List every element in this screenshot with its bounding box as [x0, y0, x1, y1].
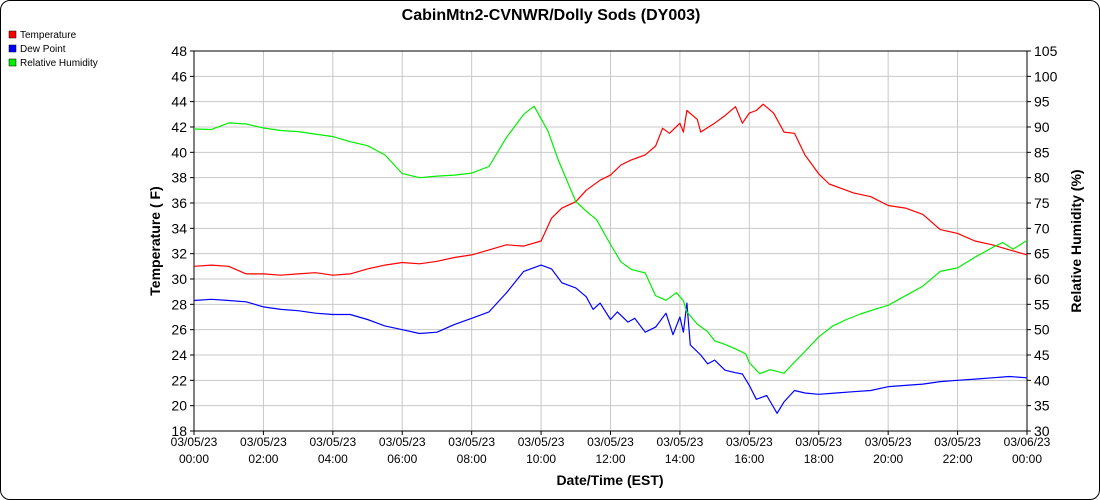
x-tick-time-label: 10:00: [526, 452, 556, 466]
x-tick-date-label: 03/05/23: [587, 435, 634, 449]
y2-tick-label: 65: [1034, 246, 1050, 262]
chart-title: CabinMtn2-CVNWR/Dolly Sods (DY003): [402, 7, 701, 24]
y-tick-label: 30: [171, 271, 187, 287]
y-tick-label: 18: [171, 423, 187, 439]
series-line-temperature: [193, 103, 1028, 276]
y2-tick-label: 55: [1034, 296, 1050, 312]
y2-axis-title: Relative Humidity (%): [1068, 169, 1084, 312]
series-line-dew-point: [193, 264, 1028, 414]
y2-tick-label: 95: [1034, 94, 1050, 110]
left-axis-ticks: 18 20 22 24 26 28 30 32 34 36 38 40 42 44 46 48: [171, 43, 194, 439]
y-tick-label: 46: [171, 68, 187, 84]
x-tick-time-label: 06:00: [387, 452, 417, 466]
x-tick-time-label: 04:00: [318, 452, 348, 466]
right-axis-ticks: 30 35 40 45 50 55 60 65 70 75 80 85 90 95 100 105: [1027, 43, 1058, 439]
x-tick-date-label: 03/05/23: [379, 435, 426, 449]
x-tick-time-label: 20:00: [873, 452, 903, 466]
x-tick-date-label: 03/05/23: [309, 435, 356, 449]
y-tick-label: 22: [171, 372, 187, 388]
x-tick-date-label: 03/05/23: [934, 435, 981, 449]
x-tick-time-label: 16:00: [734, 452, 764, 466]
y2-tick-label: 85: [1034, 144, 1050, 160]
y-tick-label: 24: [171, 347, 187, 363]
y2-tick-label: 30: [1034, 423, 1050, 439]
legend-swatch-relative-humidity: [8, 58, 17, 67]
y2-tick-label: 90: [1034, 119, 1050, 135]
grid: [193, 50, 1028, 432]
x-tick-time-label: 02:00: [248, 452, 278, 466]
y2-tick-label: 45: [1034, 347, 1050, 363]
y-tick-label: 26: [171, 322, 187, 338]
y2-tick-label: 70: [1034, 220, 1050, 236]
legend: Temperature Dew Point Relative Humidity: [8, 30, 98, 69]
y2-tick-label: 35: [1034, 398, 1050, 414]
x-tick-date-label: 03/05/23: [726, 435, 773, 449]
x-tick-date-label: 03/05/23: [795, 435, 842, 449]
series-lines: [193, 103, 1028, 414]
x-tick-time-label: 00:00: [179, 452, 209, 466]
y-tick-label: 48: [171, 43, 187, 59]
x-tick-date-label: 03/05/23: [657, 435, 704, 449]
y-tick-label: 42: [171, 119, 187, 135]
y-axis-title: Temperature ( F): [147, 186, 163, 295]
y2-tick-label: 80: [1034, 170, 1050, 186]
x-tick-date-label: 03/05/23: [240, 435, 287, 449]
y-tick-label: 40: [171, 144, 187, 160]
x-tick-time-label: 12:00: [595, 452, 625, 466]
x-tick-date-label: 03/05/23: [448, 435, 495, 449]
legend-swatch-dew-point: [8, 44, 17, 53]
x-tick-time-label: 00:00: [1012, 452, 1042, 466]
x-tick-date-label: 03/05/23: [171, 435, 218, 449]
y2-tick-label: 100: [1034, 68, 1058, 84]
y2-tick-label: 50: [1034, 322, 1050, 338]
y-tick-label: 32: [171, 246, 187, 262]
x-axis-title: Date/Time (EST): [556, 472, 663, 488]
legend-label-relative-humidity: Relative Humidity: [20, 58, 98, 69]
x-tick-date-label: 03/05/23: [518, 435, 565, 449]
y-tick-label: 34: [171, 220, 187, 236]
x-tick-date-label: 03/06/23: [1004, 435, 1051, 449]
y2-tick-label: 75: [1034, 195, 1050, 211]
x-tick-date-label: 03/05/23: [865, 435, 912, 449]
y2-tick-label: 105: [1034, 43, 1058, 59]
y2-tick-label: 40: [1034, 372, 1050, 388]
x-axis-ticks: 03/05/23 00:00 03/05/23 02:00 03/05/23 04:00 0…: [171, 431, 1051, 466]
series-line-relative-humidity: [193, 105, 1028, 375]
y-tick-label: 44: [171, 94, 187, 110]
x-tick-time-label: 08:00: [457, 452, 487, 466]
legend-label-temperature: Temperature: [20, 30, 77, 41]
y-tick-label: 38: [171, 170, 187, 186]
y-tick-label: 28: [171, 296, 187, 312]
y-tick-label: 36: [171, 195, 187, 211]
legend-label-dew-point: Dew Point: [20, 44, 66, 55]
x-tick-time-label: 18:00: [804, 452, 834, 466]
y2-tick-label: 60: [1034, 271, 1050, 287]
y-tick-label: 20: [171, 398, 187, 414]
x-tick-time-label: 22:00: [943, 452, 973, 466]
legend-swatch-temperature: [8, 30, 17, 39]
x-tick-time-label: 14:00: [665, 452, 695, 466]
